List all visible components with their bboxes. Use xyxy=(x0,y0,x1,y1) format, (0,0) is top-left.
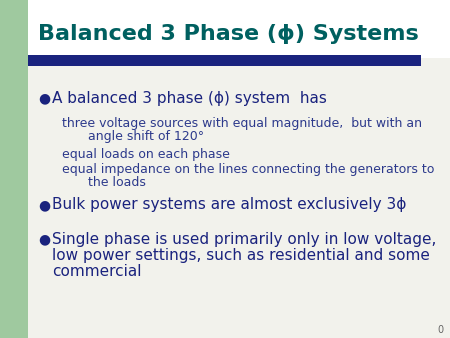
Text: ●: ● xyxy=(38,232,50,246)
Text: equal loads on each phase: equal loads on each phase xyxy=(62,148,230,161)
Text: A balanced 3 phase (ϕ) system  has: A balanced 3 phase (ϕ) system has xyxy=(52,91,327,105)
Text: equal impedance on the lines connecting the generators to: equal impedance on the lines connecting … xyxy=(62,163,434,176)
Text: 0: 0 xyxy=(437,325,443,335)
Bar xyxy=(28,0,450,58)
Text: Balanced 3 Phase (ϕ) Systems: Balanced 3 Phase (ϕ) Systems xyxy=(38,24,419,44)
Text: commercial: commercial xyxy=(52,264,141,279)
Text: angle shift of 120°: angle shift of 120° xyxy=(72,130,204,143)
Text: ●: ● xyxy=(38,91,50,105)
Text: ●: ● xyxy=(38,198,50,212)
Bar xyxy=(0,0,28,338)
Bar xyxy=(28,55,421,66)
Bar xyxy=(28,66,450,338)
Text: three voltage sources with equal magnitude,  but with an: three voltage sources with equal magnitu… xyxy=(62,117,422,130)
Text: Bulk power systems are almost exclusively 3ϕ: Bulk power systems are almost exclusivel… xyxy=(52,197,406,213)
Text: low power settings, such as residential and some: low power settings, such as residential … xyxy=(52,248,430,263)
Text: Single phase is used primarily only in low voltage,: Single phase is used primarily only in l… xyxy=(52,232,436,247)
Text: the loads: the loads xyxy=(72,176,146,189)
